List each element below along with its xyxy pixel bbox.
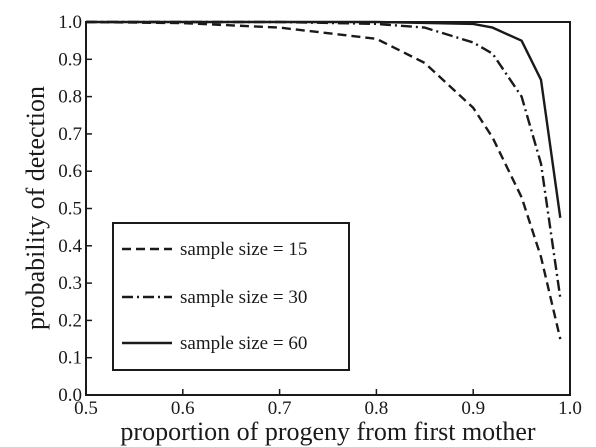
x-tick-label: 0.8 [365,398,389,419]
y-axis-label: probability of detection [21,86,50,330]
x-axis-label: proportion of progeny from first mother [120,417,536,446]
legend-label-1: sample size = 15 [180,239,307,260]
legend: sample size = 15 sample size = 30 sample s… [112,222,350,371]
x-tick-label: 0.5 [74,398,98,419]
y-tick-label: 0.7 [58,124,82,145]
y-tick-label: 0.2 [58,310,82,331]
x-tick-label: 0.9 [461,398,485,419]
x-tick-label: 0.7 [268,398,292,419]
series-line-1 [85,20,562,340]
y-tick-label: 0.0 [58,385,82,406]
y-tick-label: 1.0 [58,12,82,33]
y-tick-label: 0.1 [58,348,82,369]
y-tick-label: 0.3 [58,273,82,294]
y-axis-ticks: 0.0 0.1 0.2 0.3 0.4 0.5 0.6 0.7 0.8 0.9 1.0 [58,12,92,406]
legend-label-2: sample size = 30 [180,287,307,308]
series-line-2 [86,20,562,299]
series-lines [85,20,562,340]
x-tick-label: 1.0 [558,398,582,419]
y-tick-label: 0.4 [58,236,82,257]
x-axis-ticks: 0.5 0.6 0.7 0.8 0.9 1.0 [74,389,582,419]
x-tick-label: 0.6 [171,398,195,419]
y-tick-label: 0.9 [58,49,82,70]
y-tick-label: 0.5 [58,199,82,220]
series-line-3 [86,20,562,218]
y-tick-label: 0.8 [58,87,82,108]
y-tick-label: 0.6 [58,161,82,182]
legend-items: sample size = 15 sample size = 30 sample s… [122,239,307,354]
legend-label-3: sample size = 60 [180,333,307,354]
